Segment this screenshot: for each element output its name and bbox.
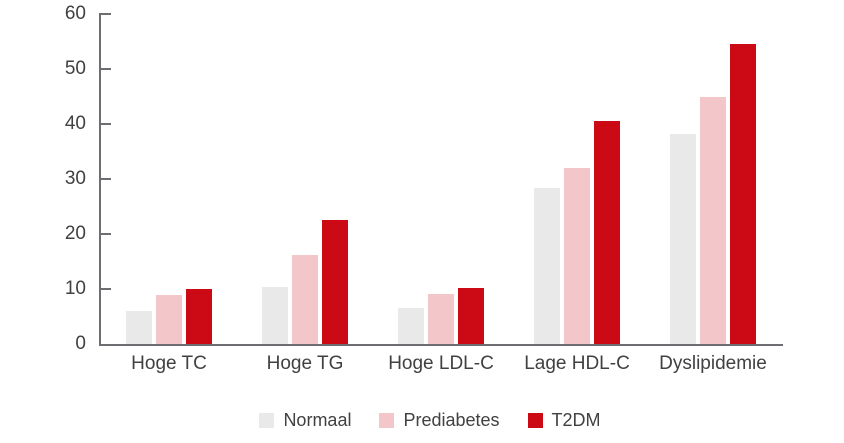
bar-t2dm <box>186 289 212 344</box>
bar-prediabetes <box>156 295 182 344</box>
x-category-label: Lage HDL-C <box>524 353 630 374</box>
y-tick-label: 50 <box>64 58 86 79</box>
y-tick-mark <box>100 178 111 180</box>
bar-group-hoge-tc <box>126 289 212 344</box>
y-tick-label: 10 <box>64 278 86 299</box>
y-tick-mark <box>100 123 111 125</box>
legend-item-normaal: Normaal <box>259 410 351 431</box>
y-tick-mark <box>100 13 111 15</box>
y-tick-label: 60 <box>64 3 86 24</box>
bar-group-hoge-tg <box>262 220 348 344</box>
bar-group-hoge-ldl-c <box>398 287 484 344</box>
y-tick-mark <box>100 233 111 235</box>
bar-groups <box>99 14 783 344</box>
bar-normaal <box>262 286 288 344</box>
bar-normaal <box>670 133 696 344</box>
bar-prediabetes <box>700 97 726 344</box>
bar-group-lage-hdl-c <box>534 120 620 344</box>
bar-normaal <box>534 188 560 344</box>
legend-swatch-t2dm <box>527 413 543 428</box>
bar-t2dm <box>458 287 484 344</box>
bar-prediabetes <box>564 168 590 344</box>
bar-normaal <box>126 310 152 344</box>
bar-t2dm <box>322 220 348 344</box>
legend-item-t2dm: T2DM <box>527 410 601 431</box>
y-tick-label: 0 <box>75 333 86 354</box>
y-tick-label: 30 <box>64 168 86 189</box>
y-tick-mark <box>100 288 111 290</box>
legend-label: Prediabetes <box>403 410 500 430</box>
bar-group-dyslipidemie <box>670 43 756 344</box>
bar-normaal <box>398 308 424 344</box>
legend: Normaal Prediabetes T2DM <box>0 410 844 431</box>
x-category-label: Hoge LDL-C <box>388 353 494 374</box>
x-category-label: Hoge TG <box>266 353 344 374</box>
legend-swatch-prediabetes <box>379 413 395 428</box>
y-tick-label: 40 <box>64 113 86 134</box>
y-tick-mark <box>100 68 111 70</box>
legend-label: T2DM <box>551 410 601 430</box>
bar-t2dm <box>594 120 620 344</box>
y-axis-line <box>99 13 101 345</box>
bar-t2dm <box>730 43 756 344</box>
x-axis-line <box>99 344 783 346</box>
legend-item-prediabetes: Prediabetes <box>379 410 500 431</box>
legend-label: Normaal <box>283 410 352 430</box>
legend-swatch-normaal <box>259 413 275 428</box>
y-tick-label: 20 <box>64 223 86 244</box>
bar-prediabetes <box>292 255 318 344</box>
bar-prediabetes <box>428 294 454 344</box>
x-category-label: Dyslipidemie <box>659 353 767 374</box>
x-category-label: Hoge TC <box>131 353 207 374</box>
